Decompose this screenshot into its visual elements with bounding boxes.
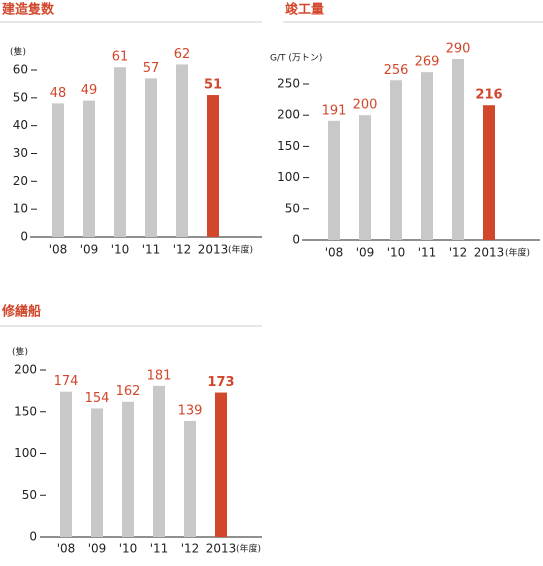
x-tick-label: '09	[356, 246, 375, 260]
bar	[60, 391, 72, 537]
value-label: 174	[54, 374, 79, 389]
x-tick-label: '10	[111, 243, 130, 257]
x-tick-label: '10	[387, 246, 406, 260]
y-tick-label: 100	[14, 446, 37, 460]
x-tick-label: '12	[449, 246, 468, 260]
value-label: 62	[174, 47, 191, 62]
x-label: (年度)	[228, 244, 253, 256]
y-tick-label: 200	[14, 363, 37, 377]
bar	[483, 105, 495, 240]
y-unit: G/T (万トン)	[270, 54, 322, 64]
y-tick-label: 0	[292, 233, 300, 247]
value-label: 48	[50, 86, 67, 101]
bar	[91, 408, 103, 537]
value-label: 191	[322, 103, 347, 118]
value-label: 49	[81, 83, 98, 98]
value-label: 256	[384, 63, 409, 78]
x-tick-label: '08	[49, 243, 68, 257]
chart-title: 建造隻数	[2, 2, 55, 18]
x-tick-label: 2013	[474, 246, 505, 260]
y-tick-label: 150	[277, 139, 300, 153]
value-label: 173	[207, 375, 234, 390]
value-label: 57	[143, 61, 160, 76]
y-tick-label: 100	[277, 170, 300, 184]
x-tick-label: '11	[150, 542, 169, 556]
x-tick-label: '08	[57, 542, 76, 556]
value-label: 162	[116, 384, 141, 399]
x-label: (年度)	[236, 543, 261, 555]
bar	[145, 78, 157, 237]
bar	[421, 72, 433, 240]
value-label: 269	[415, 55, 440, 70]
value-label: 216	[475, 88, 502, 103]
y-unit: (隻)	[10, 46, 26, 58]
y-tick-label: 50	[22, 488, 37, 502]
bar	[328, 120, 340, 240]
y-tick-label: 60	[13, 63, 28, 77]
bar	[122, 401, 134, 537]
y-tick-label: 50	[285, 201, 300, 215]
chart-title: 竣工量	[285, 2, 324, 18]
x-tick-label: '08	[325, 246, 344, 260]
y-tick-label: 0	[29, 530, 37, 544]
value-label: 154	[85, 391, 110, 406]
y-tick-label: 0	[20, 230, 28, 244]
bar	[184, 420, 196, 537]
y-tick-label: 20	[13, 174, 28, 188]
y-tick-label: 250	[277, 77, 300, 91]
x-tick-label: '12	[181, 542, 200, 556]
value-label: 181	[147, 368, 172, 383]
x-tick-label: '11	[142, 243, 161, 257]
x-tick-label: 2013	[206, 542, 237, 556]
value-label: 290	[446, 42, 471, 57]
y-tick-label: 50	[13, 90, 28, 104]
value-label: 61	[112, 50, 129, 65]
y-unit: (隻)	[12, 346, 28, 358]
x-tick-label: '12	[173, 243, 192, 257]
x-tick-label: '10	[119, 542, 138, 556]
x-tick-label: '09	[80, 243, 99, 257]
bar	[83, 100, 95, 237]
bar	[452, 59, 464, 240]
chart-title: 修繕船	[1, 304, 41, 320]
bar	[215, 392, 227, 537]
bar	[359, 115, 371, 240]
bar	[114, 67, 126, 237]
bar	[207, 95, 219, 237]
y-tick-label: 30	[13, 146, 28, 160]
y-tick-label: 10	[13, 202, 28, 216]
y-tick-label: 40	[13, 118, 28, 132]
x-tick-label: '09	[88, 542, 107, 556]
value-label: 139	[178, 403, 203, 418]
bar	[390, 80, 402, 240]
bar	[176, 64, 188, 237]
value-label: 200	[353, 98, 378, 113]
y-tick-label: 200	[277, 108, 300, 122]
bar	[153, 385, 165, 537]
x-label: (年度)	[505, 247, 530, 259]
y-tick-label: 150	[14, 404, 37, 418]
x-tick-label: 2013	[198, 243, 229, 257]
x-tick-label: '11	[418, 246, 437, 260]
value-label: 51	[204, 78, 222, 93]
bar	[52, 103, 64, 238]
